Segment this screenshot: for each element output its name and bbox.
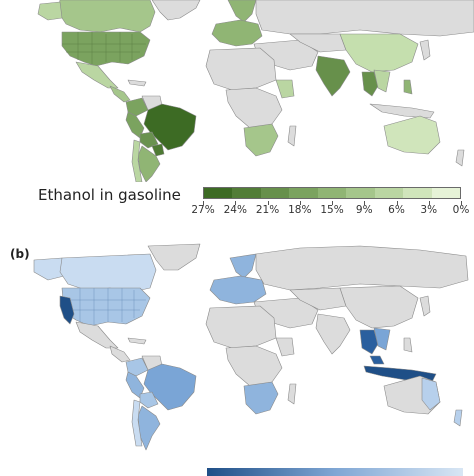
south-africa-region (243, 381, 279, 415)
legend-tick (267, 201, 269, 205)
greenland-region (151, 0, 201, 21)
legend-tick (364, 201, 366, 205)
australia-region (383, 115, 441, 155)
colombia-region (125, 357, 149, 377)
california-region (59, 295, 75, 325)
legend-swatch (403, 188, 432, 198)
brazil-region (143, 103, 197, 151)
bolivia-region (139, 391, 159, 409)
malaysia-region (369, 355, 385, 365)
us-state-borders (62, 32, 146, 64)
central-asia-region (289, 287, 347, 311)
legend-tick-label: 6% (388, 204, 405, 216)
europe-region (211, 19, 263, 47)
ethanol-map (37, 0, 474, 182)
legend-tick-label: 21% (255, 204, 280, 216)
japan-region (419, 295, 431, 317)
north-africa-region (205, 305, 277, 349)
philippines-region (403, 337, 413, 353)
india-region (315, 55, 351, 97)
legend-tick (332, 201, 333, 205)
china-region (339, 285, 419, 329)
central-america-region (109, 345, 131, 363)
new-zealand-region (455, 149, 465, 167)
legend-tick-labels: 27% 24% 21% 18% 15% 9% 6% 3% 0% (187, 204, 474, 218)
scandinavia-region (227, 0, 257, 23)
japan-region (419, 39, 431, 61)
indochina-region (373, 327, 391, 351)
legend-tick (396, 201, 398, 205)
legend-tick (299, 201, 301, 205)
color-scale-bar (203, 187, 461, 199)
legend-tick-label: 9% (355, 204, 373, 216)
legend-tick-label: 15% (320, 204, 344, 216)
legend-tick-label: 27% (191, 204, 215, 216)
madagascar-region (287, 383, 297, 405)
new-zealand-region (453, 409, 463, 427)
legend-tick-marks (203, 201, 462, 207)
southern-africa-region (243, 123, 279, 157)
ethiopia-region (275, 79, 295, 99)
legend-swatch (204, 188, 233, 198)
caribbean-region (127, 79, 147, 87)
europe-region (209, 275, 267, 305)
greenland-region (147, 243, 201, 271)
chile-region (131, 399, 143, 447)
east-australia-region (421, 377, 441, 411)
legend-swatch (431, 188, 460, 198)
thailand-region (361, 71, 379, 97)
legend-swatch (317, 188, 347, 198)
legend-swatch (260, 188, 290, 198)
paraguay-region (151, 143, 165, 157)
mexico-region (75, 61, 119, 89)
legend-swatch (374, 188, 404, 198)
canada-region (57, 0, 156, 33)
brazil-region (143, 363, 197, 411)
caribbean-region (127, 337, 147, 345)
legend-swatch (232, 188, 261, 198)
scandinavia-region (229, 253, 257, 279)
central-africa-region (225, 87, 283, 129)
china-region (339, 33, 419, 73)
mexico-region (75, 321, 119, 349)
usa-region (61, 287, 151, 327)
central-africa-region (225, 345, 283, 387)
legend-tick (203, 201, 204, 205)
alaska-region (33, 257, 65, 281)
panel-label: (b) (10, 247, 30, 261)
thailand-region (359, 329, 379, 355)
central-america-region (109, 85, 131, 103)
legend-tick-label: 18% (288, 204, 312, 216)
legend-swatch (346, 188, 375, 198)
indochina-region (373, 69, 391, 93)
russia-region (255, 0, 474, 37)
legend-swatch (289, 188, 318, 198)
secondary-map (33, 243, 469, 451)
russia-region (255, 245, 469, 291)
legend-tick-label: 3% (420, 204, 438, 216)
india-region (315, 313, 351, 355)
color-scale-bar-b (207, 468, 463, 476)
indonesia-region (369, 103, 435, 119)
us-state-borders (64, 288, 146, 326)
alaska-region (37, 1, 63, 21)
central-asia-region (289, 33, 347, 53)
legend-tick (461, 201, 462, 205)
legend-tick (428, 201, 430, 205)
legend-tick (235, 201, 237, 205)
legend-tick-label: 24% (223, 204, 247, 216)
colombia-region (125, 97, 149, 117)
canada-region (59, 253, 157, 293)
legend-tick-label: 0% (452, 204, 470, 216)
legend-title: Ethanol in gasoline (38, 186, 181, 204)
philippines-region (403, 79, 413, 95)
north-africa-region (205, 47, 277, 91)
madagascar-region (287, 125, 297, 147)
ethiopia-region (275, 337, 295, 357)
chile-region (131, 139, 143, 182)
